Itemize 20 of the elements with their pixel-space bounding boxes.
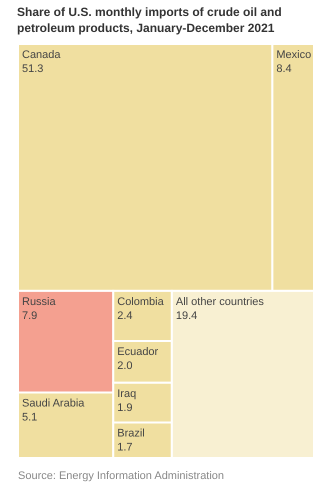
category-label: Russia	[22, 296, 57, 308]
category-label: Iraq	[117, 388, 136, 400]
data-label: 8.4	[276, 63, 292, 75]
category-label: Mexico	[276, 49, 312, 61]
category-label: Canada	[22, 49, 62, 61]
data-label: 1.7	[117, 441, 133, 454]
category-label: Brazil	[117, 427, 145, 440]
category-label: All other countries	[176, 296, 264, 308]
data-label: 2.4	[117, 310, 133, 322]
data-label: 5.1	[22, 411, 38, 424]
data-label: 2.0	[117, 360, 133, 372]
data-label: 19.4	[176, 310, 198, 322]
text: Share of U.S. monthly imports of crude oil and petroleum products, January-December 2021	[17, 5, 282, 35]
source-note: Source: Energy Information Administration	[18, 470, 224, 482]
data-label: 7.9	[22, 310, 38, 322]
category-label: Colombia	[117, 296, 165, 308]
data-label: 1.9	[117, 402, 133, 414]
category-label: Ecuador	[117, 346, 159, 358]
category-label: Saudi Arabia	[22, 397, 86, 410]
data-label: 51.3	[22, 63, 44, 75]
